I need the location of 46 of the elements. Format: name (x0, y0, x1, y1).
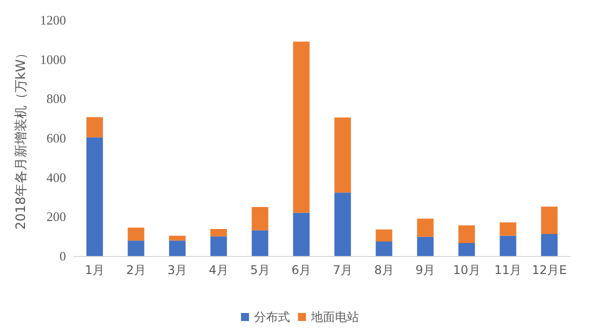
x-tick-label: 3月 (168, 263, 188, 277)
bar (334, 118, 351, 193)
bar (293, 212, 310, 256)
bar (210, 236, 227, 256)
bar (417, 236, 434, 256)
legend-label: 分布式 (254, 310, 290, 324)
bar (128, 228, 144, 241)
x-tick-label: 2月 (126, 263, 146, 277)
bar (210, 229, 227, 236)
bar (86, 137, 103, 256)
y-tick-label: 800 (46, 91, 66, 106)
x-tick-label: 4月 (208, 263, 228, 277)
bar (252, 207, 268, 230)
bar (541, 206, 558, 234)
bar (500, 222, 516, 236)
legend-label: 地面电站 (310, 310, 359, 324)
bar (169, 236, 186, 241)
x-tick-label: 11月 (494, 263, 522, 277)
bar (458, 243, 475, 256)
x-tick-label: 10月 (453, 263, 480, 277)
y-tick-label: 0 (60, 248, 66, 264)
bar (293, 42, 310, 213)
bar (169, 240, 186, 256)
x-tick-label: 1月 (84, 263, 104, 277)
y-tick-label: 1000 (40, 52, 66, 67)
bar (417, 218, 434, 237)
bar (128, 240, 144, 256)
x-tick-label: 8月 (374, 263, 394, 277)
x-tick-label: 9月 (416, 263, 436, 277)
bar (334, 192, 351, 256)
y-tick-label: 1200 (40, 12, 66, 28)
bar (541, 234, 558, 256)
x-tick-label: 12月E (532, 263, 567, 277)
y-tick-label: 200 (46, 209, 66, 224)
x-tick-label: 7月 (332, 263, 352, 277)
bar (86, 117, 103, 138)
x-tick-label: 6月 (292, 263, 312, 277)
bar (252, 230, 268, 256)
bar (376, 229, 392, 242)
y-axis-title: 2018年各月新增装机（万kW） (14, 46, 29, 230)
x-tick-label: 5月 (250, 263, 270, 277)
bar (376, 241, 392, 256)
bar (500, 236, 516, 256)
bar (458, 225, 475, 244)
y-tick-label: 400 (46, 170, 66, 185)
y-tick-label: 600 (46, 130, 66, 146)
